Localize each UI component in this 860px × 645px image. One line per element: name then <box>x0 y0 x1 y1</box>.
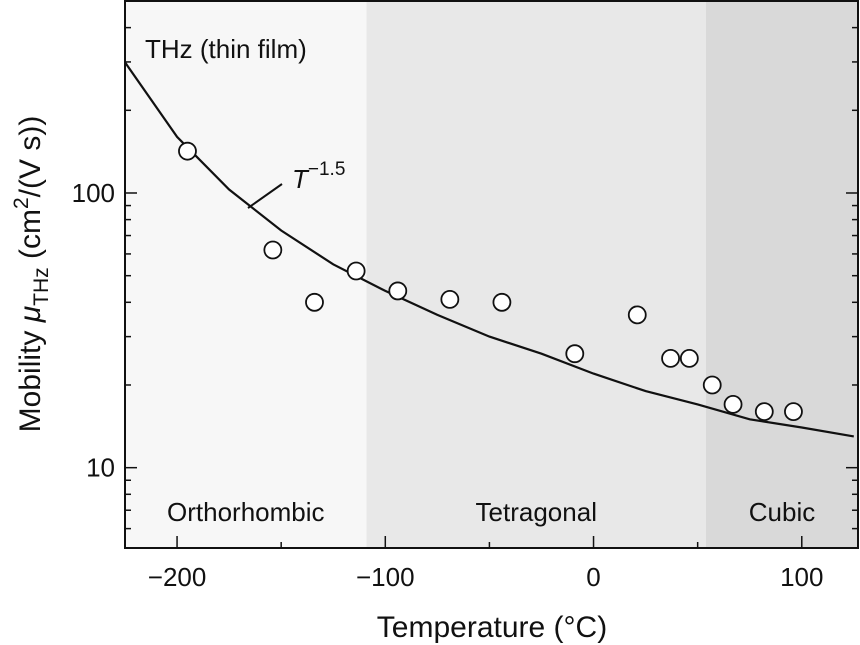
data-point <box>305 292 324 312</box>
y-label-text: Mobility <box>14 331 47 433</box>
data-point <box>627 305 647 325</box>
data-point <box>723 394 743 414</box>
y-axis-label: Mobility μTHz (cm2/(V s)) <box>10 116 55 433</box>
phase-region <box>705 1 858 548</box>
data-point <box>263 240 283 260</box>
y-label-superscript: 2 <box>10 197 33 209</box>
y-label-subscript: THz <box>30 267 53 306</box>
phase-label: Cubic <box>749 497 815 527</box>
phase-regions: Orthorhombic Tetragonal Cubic <box>125 1 858 548</box>
data-point <box>388 281 408 301</box>
data-point <box>784 402 803 422</box>
y-tick-label: 100 <box>72 178 115 208</box>
data-point <box>754 402 774 422</box>
data-point <box>492 292 512 312</box>
fit-curve <box>124 61 854 438</box>
data-point <box>565 344 585 364</box>
fit-base: T <box>292 164 310 194</box>
plot <box>124 61 854 438</box>
phase-label: Tetragonal <box>476 497 597 527</box>
phase-region <box>125 1 367 548</box>
x-tick-label: 0 <box>586 562 600 592</box>
x-tick-label: −100 <box>356 562 415 592</box>
y-tick-label: 10 <box>86 453 115 483</box>
data-point <box>702 375 722 395</box>
annotation: THz (thin film) <box>145 34 307 64</box>
fit-exponent: −1.5 <box>308 159 346 180</box>
x-tick-label: −200 <box>148 562 207 592</box>
data-point <box>679 348 699 368</box>
fit-label-leader <box>247 183 283 209</box>
data-point <box>440 289 460 309</box>
data-point <box>346 261 366 281</box>
data-point <box>661 348 680 368</box>
fit-label: T−1.5 <box>292 159 345 194</box>
phase-region <box>366 1 706 548</box>
phase-label: Orthorhombic <box>167 497 325 527</box>
y-label-symbol: μ <box>14 306 47 323</box>
y-label-units: (cm <box>14 209 47 259</box>
x-axis-label: Temperature (°C) <box>377 611 607 644</box>
y-label-units-close: /(V s)) <box>14 116 47 198</box>
axes-frame <box>124 0 859 549</box>
data-point <box>178 141 197 161</box>
x-tick-label: 100 <box>780 562 823 592</box>
